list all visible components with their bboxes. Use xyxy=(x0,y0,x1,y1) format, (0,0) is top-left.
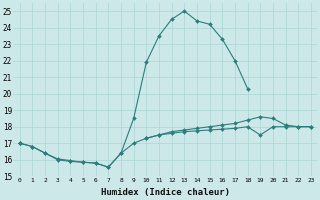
X-axis label: Humidex (Indice chaleur): Humidex (Indice chaleur) xyxy=(101,188,230,197)
